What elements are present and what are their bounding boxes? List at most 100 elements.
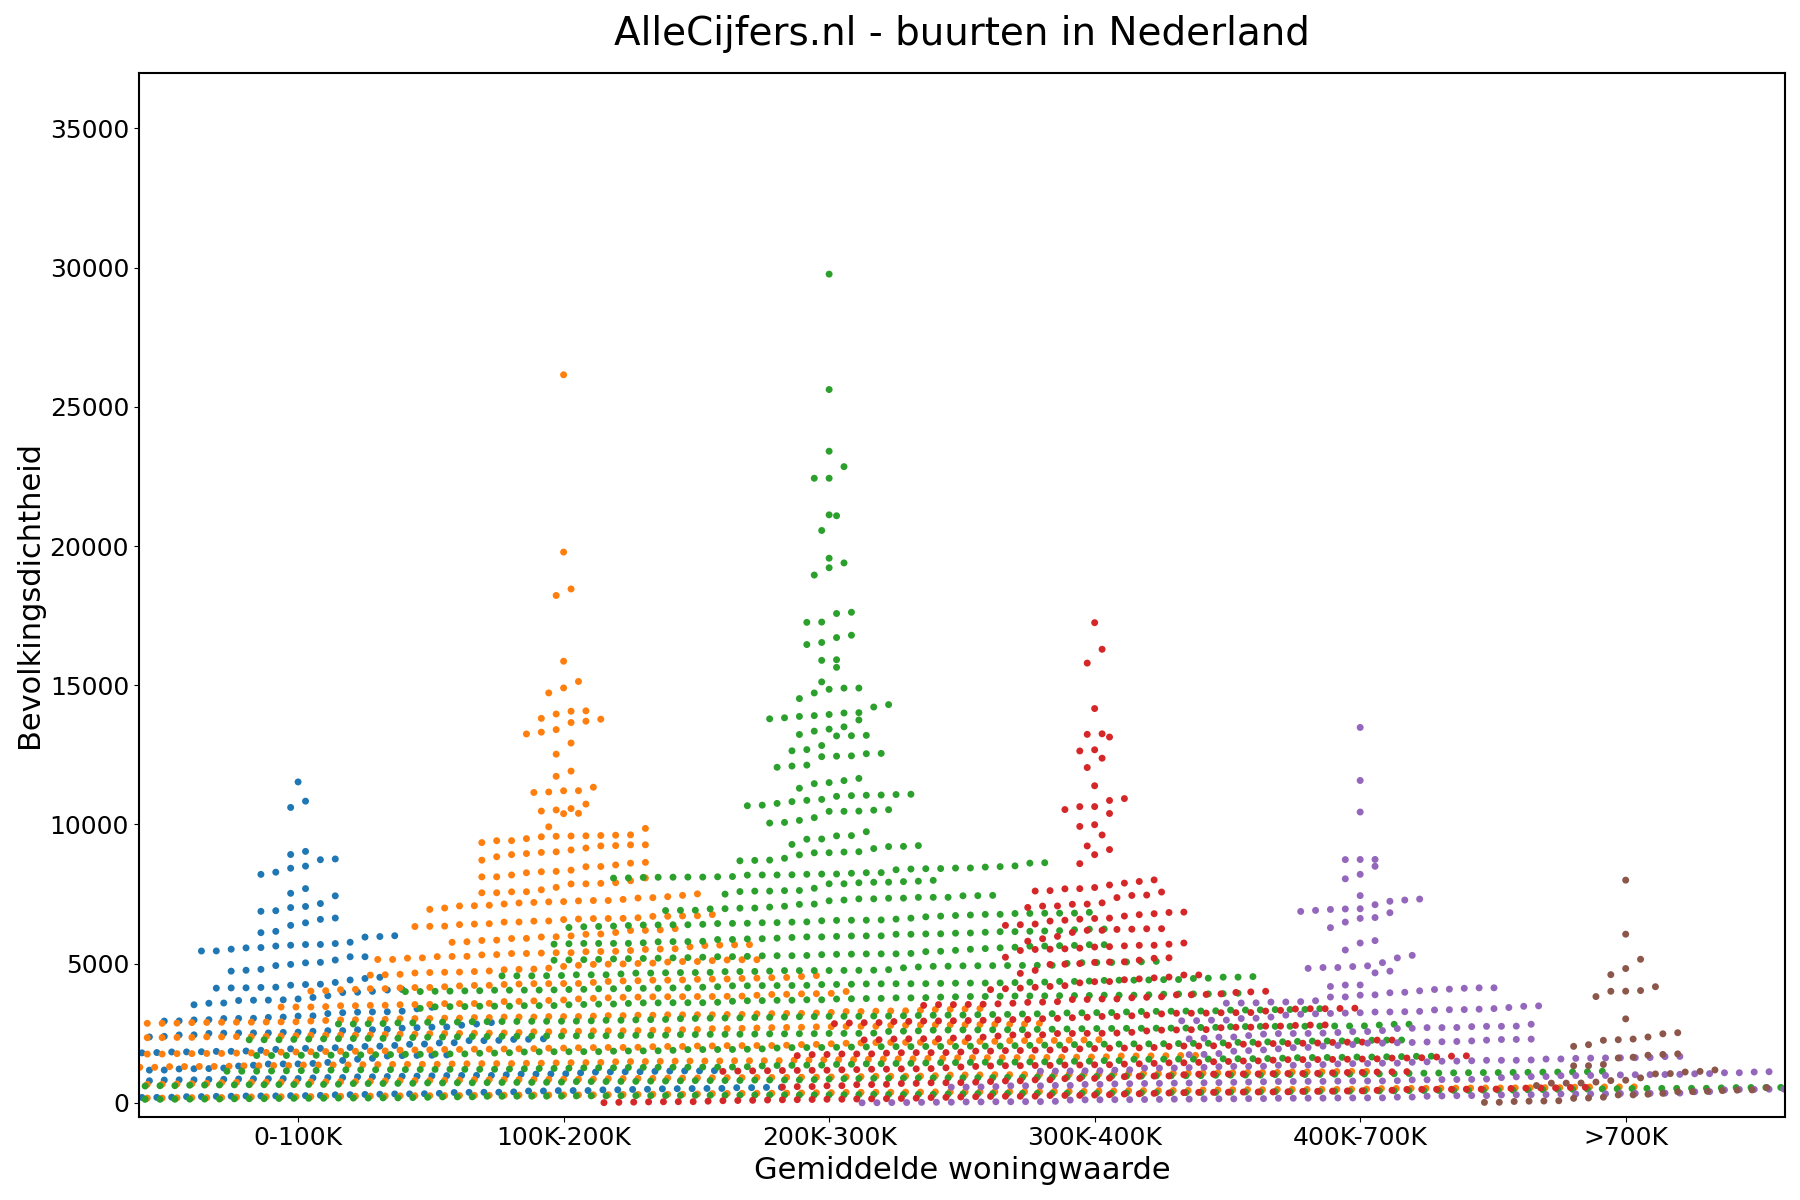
Point	[799, 1024, 828, 1043]
Point	[162, 1014, 191, 1033]
Point	[830, 703, 859, 722]
Point	[680, 1086, 709, 1105]
Point	[949, 1020, 977, 1039]
Point	[378, 950, 407, 970]
Point	[1487, 1068, 1516, 1087]
Point	[556, 860, 585, 880]
Point	[830, 1085, 859, 1104]
Point	[1487, 1079, 1516, 1098]
Point	[1125, 970, 1154, 989]
Point	[1323, 1080, 1352, 1099]
Point	[970, 1037, 999, 1056]
Point	[740, 882, 769, 901]
Point	[932, 1073, 961, 1092]
Point	[743, 985, 772, 1004]
Point	[1139, 1054, 1168, 1073]
Point	[1051, 1086, 1080, 1105]
Point	[844, 710, 873, 730]
Point	[1089, 1051, 1118, 1070]
Point	[787, 984, 815, 1003]
Point	[1024, 1064, 1053, 1084]
Point	[758, 1004, 787, 1024]
Point	[823, 658, 851, 677]
Point	[1330, 850, 1359, 869]
Point	[1033, 1048, 1062, 1067]
Point	[1094, 972, 1123, 991]
Point	[1082, 953, 1111, 972]
Point	[889, 872, 918, 892]
Point	[1481, 1080, 1510, 1099]
Point	[279, 1088, 308, 1108]
Point	[1420, 980, 1449, 1000]
Point	[927, 973, 956, 992]
Point	[563, 1038, 592, 1057]
Point	[823, 628, 851, 647]
Point	[1111, 1085, 1139, 1104]
Point	[178, 1088, 207, 1108]
Point	[682, 1085, 711, 1104]
Point	[664, 1092, 693, 1111]
Point	[1237, 983, 1265, 1002]
Point	[1283, 1048, 1312, 1067]
Point	[947, 1087, 976, 1106]
Point	[409, 1055, 437, 1074]
Point	[1465, 1000, 1494, 1019]
Point	[1710, 1063, 1739, 1082]
Point	[1042, 992, 1071, 1012]
Point	[698, 1019, 727, 1038]
Point	[387, 1002, 416, 1021]
Point	[473, 1027, 502, 1046]
Point	[1501, 1051, 1530, 1070]
Point	[1130, 1074, 1159, 1093]
Point	[747, 913, 776, 932]
Point	[346, 1045, 374, 1064]
Point	[527, 943, 556, 962]
Point	[1471, 1093, 1499, 1112]
Point	[815, 548, 844, 568]
Point	[1170, 1054, 1199, 1073]
Point	[401, 1025, 430, 1044]
Point	[887, 1043, 916, 1062]
Point	[936, 1078, 965, 1097]
Point	[1125, 1084, 1154, 1103]
Point	[502, 966, 531, 985]
Point	[673, 932, 702, 952]
Point	[430, 962, 459, 982]
Point	[711, 899, 740, 918]
Point	[445, 1008, 473, 1027]
Point	[1377, 1062, 1406, 1081]
Point	[652, 1086, 680, 1105]
Point	[830, 678, 859, 697]
Point	[1006, 964, 1035, 983]
Point	[1336, 1081, 1364, 1100]
Point	[266, 1087, 295, 1106]
Point	[517, 1012, 545, 1031]
Point	[1741, 1080, 1769, 1099]
Point	[1294, 1088, 1323, 1108]
Point	[806, 632, 835, 652]
Point	[1663, 1024, 1692, 1043]
Point	[934, 888, 963, 907]
Point	[932, 1087, 961, 1106]
Title: AlleCijfers.nl - buurten in Nederland: AlleCijfers.nl - buurten in Nederland	[614, 14, 1310, 53]
Point	[27, 1091, 56, 1110]
Point	[1013, 931, 1042, 950]
Point	[1532, 1050, 1561, 1069]
Point	[1517, 1030, 1546, 1049]
Point	[520, 1022, 549, 1042]
Point	[1219, 1080, 1247, 1099]
Point	[1066, 1039, 1094, 1058]
Point	[1159, 1090, 1188, 1109]
Point	[1175, 1074, 1204, 1093]
Point	[619, 1092, 648, 1111]
Point	[601, 856, 630, 875]
Point	[614, 1058, 643, 1078]
Point	[1264, 1072, 1292, 1091]
Point	[1390, 983, 1418, 1002]
Point	[1206, 1003, 1235, 1022]
Point	[1480, 1000, 1508, 1019]
Point	[299, 1054, 328, 1073]
Point	[1190, 1090, 1219, 1109]
Point	[475, 976, 504, 995]
Point	[383, 1088, 412, 1108]
